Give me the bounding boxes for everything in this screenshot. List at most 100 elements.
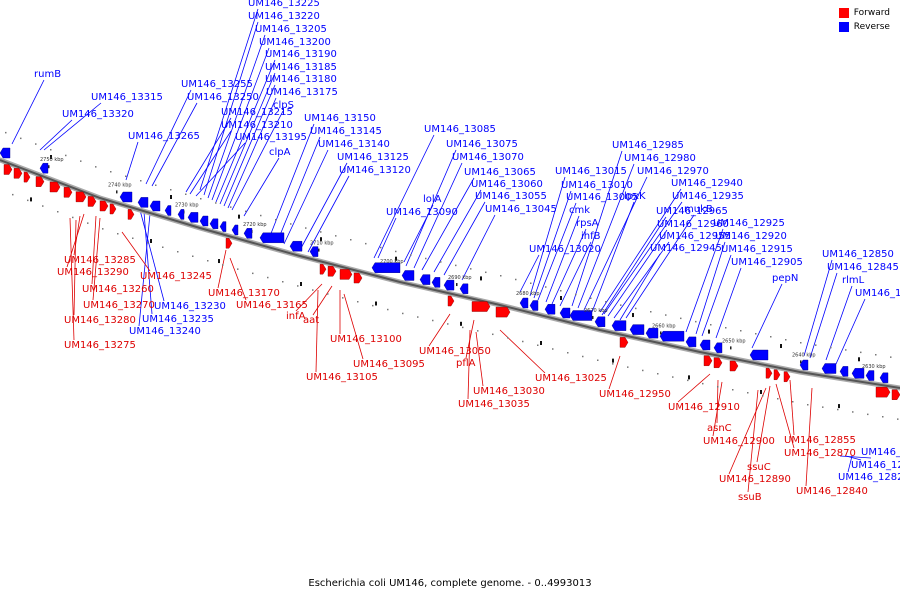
reverse-gene-label-leader	[283, 149, 329, 245]
reverse-gene-label: UM146_13065	[464, 167, 536, 178]
reverse-gene-arrow	[219, 221, 227, 232]
feature-mark	[218, 259, 220, 264]
tick-label: 2640 kbp	[792, 352, 816, 358]
ruler-dot	[65, 154, 67, 157]
feature-mark	[50, 155, 52, 159]
ruler-dot	[395, 250, 397, 253]
ruler-dot	[582, 355, 584, 358]
ruler-dot	[282, 281, 284, 283]
feature-mark	[632, 313, 634, 318]
forward-gene-arrow	[447, 295, 455, 307]
ruler-dot	[192, 255, 194, 257]
ruler-dot	[845, 349, 847, 351]
forward-gene-label-leader	[121, 231, 151, 272]
ruler-dot	[462, 326, 464, 329]
ruler-dot	[657, 373, 659, 375]
forward-gene-label-leader	[677, 373, 711, 403]
reverse-gene-label: mukB	[684, 204, 713, 215]
ruler-dot	[117, 233, 119, 235]
reverse-gene-label: UM146_12815	[861, 447, 900, 458]
ruler-dot	[500, 275, 502, 277]
forward-gene-label-leader	[315, 289, 319, 373]
reverse-gene-label-leader	[607, 229, 668, 317]
reverse-gene-label-leader	[139, 209, 165, 302]
reverse-gene-arrow	[611, 320, 627, 331]
tick-mark	[592, 316, 594, 319]
feature-mark	[612, 358, 614, 363]
ruler-dot	[267, 276, 269, 279]
reverse-gene-label-leader	[571, 150, 623, 307]
tick-label: 2660 kbp	[652, 323, 676, 329]
reverse-gene-label-leader	[219, 72, 276, 205]
forward-gene-arrow	[35, 176, 45, 187]
ruler-dot	[455, 264, 457, 267]
forward-gene-label-leader	[229, 257, 247, 301]
ruler-dot	[387, 308, 389, 311]
reverse-gene-label: UM146_12960	[657, 219, 729, 230]
feature-mark	[708, 329, 710, 334]
ruler-dot	[867, 413, 869, 416]
ruler-dot	[42, 205, 44, 207]
forward-gene-arrow	[109, 203, 117, 215]
reverse-gene-label-leader	[373, 134, 435, 259]
feature-mark	[780, 344, 782, 348]
reverse-gene-arrow	[443, 279, 455, 291]
forward-gene-arrow	[891, 389, 900, 400]
feature-mark	[760, 390, 762, 394]
forward-gene-arrow	[703, 355, 713, 366]
reverse-gene-label-leader	[207, 34, 266, 199]
ruler-dot	[357, 301, 359, 303]
tick-mark	[116, 190, 118, 194]
reverse-gene-label-leader	[545, 215, 580, 303]
reverse-gene-label-leader	[243, 157, 280, 217]
reverse-gene-label: UM146_13010	[561, 180, 633, 191]
ruler-dot	[627, 366, 629, 368]
forward-gene-label-leader	[69, 217, 75, 341]
forward-gene-arrow	[127, 209, 135, 220]
reverse-gene-arrow	[749, 349, 769, 361]
ruler-dot	[102, 228, 104, 230]
ruler-dot	[695, 320, 697, 323]
ruler-dot	[635, 307, 637, 310]
forward-gene-label-leader	[91, 215, 97, 285]
forward-gene-label: UM146_13170	[208, 288, 280, 299]
ruler-dot	[170, 189, 172, 191]
reverse-gene-arrow	[431, 277, 441, 288]
reverse-gene-label: UM146_12850	[822, 249, 894, 260]
reverse-gene-label: UM146_12925	[713, 218, 785, 229]
reverse-gene-arrow	[419, 274, 431, 285]
reverse-gene-label-leader	[845, 455, 862, 461]
reverse-gene-arrow	[559, 307, 571, 319]
ruler-dot	[837, 408, 839, 411]
reverse-gene-arrow	[879, 372, 889, 383]
reverse-gene-label-leader	[433, 189, 482, 273]
forward-gene-label-leader	[295, 283, 323, 312]
reverse-gene-label-leader	[599, 188, 682, 313]
forward-gene-label-leader	[499, 329, 546, 374]
ruler-dot	[365, 242, 367, 245]
reverse-gene-label-leader	[825, 285, 853, 361]
feature-mark	[395, 256, 397, 261]
reverse-gene-label: UM146_13315	[91, 92, 163, 103]
forward-gene-label-leader	[805, 387, 813, 487]
feature-mark	[838, 404, 840, 409]
tick-mark	[456, 283, 458, 287]
reverse-gene-label-leader	[211, 47, 270, 201]
reverse-gene-label-leader	[443, 201, 486, 276]
reverse-gene-label: UM146_13200	[259, 37, 331, 48]
reverse-gene-label-leader	[143, 211, 153, 315]
reverse-gene-label: UM146_13230	[154, 301, 226, 312]
forward-gene-label-leader	[608, 355, 621, 390]
forward-gene-arrow	[225, 238, 233, 249]
forward-gene-label-leader	[343, 293, 364, 360]
reverse-gene-label-leader	[403, 204, 434, 263]
reverse-gene-arrow	[164, 205, 172, 216]
ruler-dot	[327, 293, 329, 295]
ruler-dot	[230, 206, 232, 208]
ruler-dot	[290, 223, 292, 225]
reverse-gene-arrow	[209, 218, 219, 229]
tick-mark	[318, 248, 320, 252]
ruler-dot	[470, 268, 472, 270]
reverse-gene-label: UM146_13265	[128, 131, 200, 142]
forward-gene-label: UM146_13270	[83, 300, 155, 311]
